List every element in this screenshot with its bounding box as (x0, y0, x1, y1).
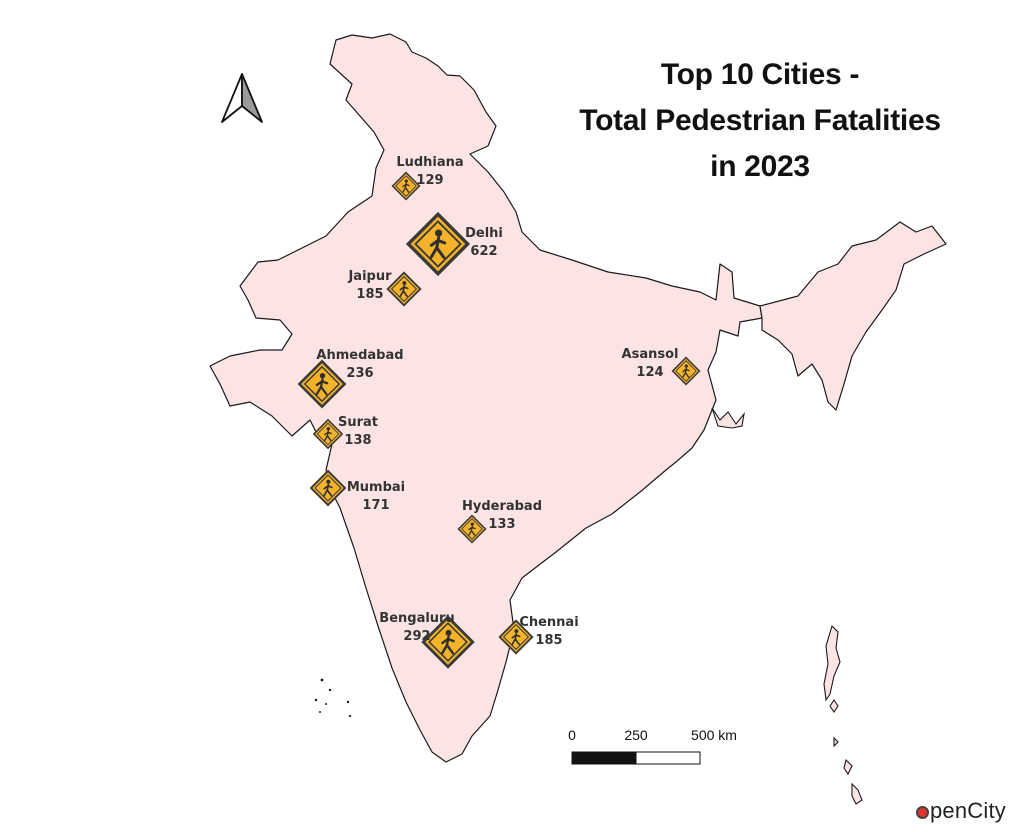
map-title-line-2: Total Pedestrian Fatalities (579, 104, 941, 137)
city-value-bengaluru: 292 (403, 629, 430, 644)
city-value-mumbai: 171 (362, 498, 389, 513)
city-name-surat: Surat (338, 415, 378, 430)
city-name-jaipur: Jaipur (347, 269, 392, 284)
andaman-nicobar-islands (823, 624, 863, 805)
map-title-line-3: in 2023 (710, 150, 810, 183)
city-marker-bengaluru: Bengaluru 292 (379, 611, 475, 669)
city-value-ludhiana: 129 (416, 173, 443, 188)
city-marker-hyderabad: Hyderabad 133 (457, 499, 542, 544)
north-arrow-icon (221, 73, 263, 123)
scale-label-500: 500 km (691, 727, 737, 743)
opencity-logo-icon (916, 806, 929, 819)
city-marker-asansol: Asansol 124 (622, 347, 701, 386)
city-marker-ahmedabad: Ahmedabad 236 (298, 348, 404, 408)
map-title-line-1: Top 10 Cities - (660, 58, 860, 91)
city-marker-ludhiana: Ludhiana 129 (391, 155, 464, 201)
city-value-delhi: 622 (470, 244, 497, 259)
city-value-chennai: 185 (535, 633, 562, 648)
opencity-logo: penCity (916, 798, 1006, 824)
city-marker-chennai: Chennai 185 (498, 615, 579, 655)
city-value-hyderabad: 133 (488, 517, 515, 532)
india-northeast (759, 221, 947, 411)
city-value-jaipur: 185 (356, 287, 383, 302)
city-value-surat: 138 (344, 433, 371, 448)
map-title: Top 10 Cities - Total Pedestrian Fatalit… (540, 52, 980, 190)
city-marker-delhi: Delhi 622 (406, 212, 503, 276)
city-name-asansol: Asansol (622, 347, 679, 362)
city-name-chennai: Chennai (519, 615, 578, 630)
city-value-asansol: 124 (636, 365, 663, 380)
city-name-hyderabad: Hyderabad (462, 499, 542, 514)
city-marker-mumbai: Mumbai 171 (310, 470, 405, 513)
city-name-ahmedabad: Ahmedabad (316, 348, 403, 363)
lakshadweep-islands (314, 678, 352, 718)
city-marker-surat: Surat 138 (313, 415, 378, 449)
city-marker-jaipur: Jaipur 185 (347, 269, 422, 307)
scale-label-0: 0 (568, 727, 576, 743)
city-markers: Ludhiana 129 Delhi 622 Jaipur 185 Ahmedabad 236… (298, 155, 701, 669)
opencity-logo-text: penCity (930, 798, 1006, 823)
city-name-delhi: Delhi (465, 226, 503, 241)
scale-bar: 0 250 500 km (568, 727, 737, 765)
city-value-ahmedabad: 236 (346, 366, 373, 381)
city-name-ludhiana: Ludhiana (396, 155, 463, 170)
scale-label-250: 250 (624, 727, 648, 743)
city-name-mumbai: Mumbai (347, 480, 405, 495)
sundarbans-coast (711, 407, 745, 429)
city-name-bengaluru: Bengaluru (379, 611, 454, 626)
